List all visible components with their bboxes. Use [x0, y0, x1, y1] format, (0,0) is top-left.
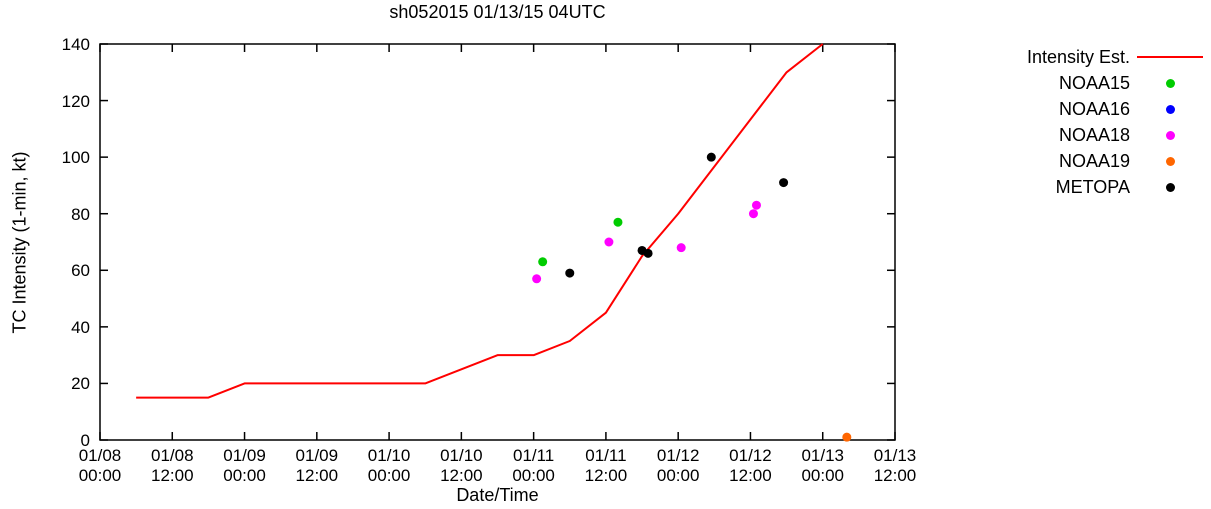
legend-dot-icon [1130, 182, 1210, 192]
legend-dot-icon [1130, 104, 1210, 114]
legend-row-noaa19: NOAA19 [950, 148, 1210, 174]
legend-marker-shape [1137, 56, 1203, 58]
y-tick-label: 40 [71, 317, 90, 337]
legend-label: NOAA15 [1058, 72, 1130, 93]
legend-dot-icon [1130, 156, 1210, 166]
legend-marker-shape [1165, 156, 1175, 166]
legend-label: NOAA18 [1058, 124, 1130, 145]
data-point-METOPA [706, 152, 716, 162]
legend-label: Intensity Est. [1026, 46, 1130, 67]
x-tick-label: 01/10 12:00 [440, 446, 483, 485]
x-tick-label: 01/12 00:00 [656, 446, 700, 485]
legend-row-metopa: METOPA [950, 174, 1210, 200]
x-tick-label: 01/08 00:00 [78, 446, 122, 485]
y-tick-label: 20 [71, 374, 90, 394]
legend-dot-icon [1130, 78, 1210, 88]
data-point-METOPA [779, 178, 789, 188]
x-tick-label: 01/13 00:00 [801, 446, 844, 485]
legend-label: NOAA19 [1058, 150, 1130, 171]
legend-marker-shape [1165, 182, 1175, 192]
legend-row-noaa15: NOAA15 [950, 70, 1210, 96]
legend: Intensity Est. NOAA15 NOAA16 NOAA18 NOAA19 ME… [950, 44, 1210, 200]
legend-marker-shape [1165, 130, 1175, 140]
data-point-NOAA18 [748, 209, 758, 219]
data-point-NOAA18 [751, 200, 761, 210]
x-tick-label: 01/12 12:00 [729, 446, 772, 485]
x-axis-label: Date/Time [456, 485, 539, 505]
plot-border [99, 43, 896, 441]
x-tick-label: 01/08 12:00 [150, 446, 194, 485]
data-point-METOPA [565, 268, 575, 278]
x-tick-label: 01/09 12:00 [295, 446, 339, 485]
data-point-NOAA15 [538, 257, 548, 267]
data-point-NOAA15 [613, 217, 623, 227]
legend-marker-shape [1165, 78, 1175, 88]
x-tick-label: 01/13 12:00 [873, 446, 917, 485]
legend-dot-icon [1130, 130, 1210, 140]
legend-row-intensity-est-: Intensity Est. [950, 44, 1210, 70]
chart-title: sh052015 01/13/15 04UTC [389, 2, 606, 22]
x-tick-label: 01/11 00:00 [512, 446, 555, 485]
y-tick-label: 120 [61, 91, 90, 111]
intensity-line [136, 43, 824, 399]
data-point-NOAA19 [842, 432, 852, 442]
legend-row-noaa16: NOAA16 [950, 96, 1210, 122]
y-tick-label: 100 [61, 148, 90, 168]
y-tick-label: 140 [61, 35, 90, 54]
x-tick-label: 01/09 00:00 [223, 446, 266, 485]
legend-label: NOAA16 [1058, 98, 1130, 119]
data-point-NOAA18 [676, 243, 686, 253]
x-tick-label: 01/11 12:00 [584, 446, 628, 485]
x-tick-label: 01/10 00:00 [367, 446, 411, 485]
data-point-METOPA [643, 248, 653, 258]
legend-line-sample-icon [1130, 56, 1210, 58]
legend-marker-shape [1165, 104, 1175, 114]
y-tick-label: 0 [80, 431, 90, 450]
legend-label: METOPA [1055, 176, 1130, 197]
legend-row-noaa18: NOAA18 [950, 122, 1210, 148]
data-point-NOAA18 [604, 237, 614, 247]
y-tick-label: 60 [71, 261, 90, 281]
data-point-NOAA18 [532, 274, 542, 284]
y-tick-label: 80 [71, 204, 90, 224]
